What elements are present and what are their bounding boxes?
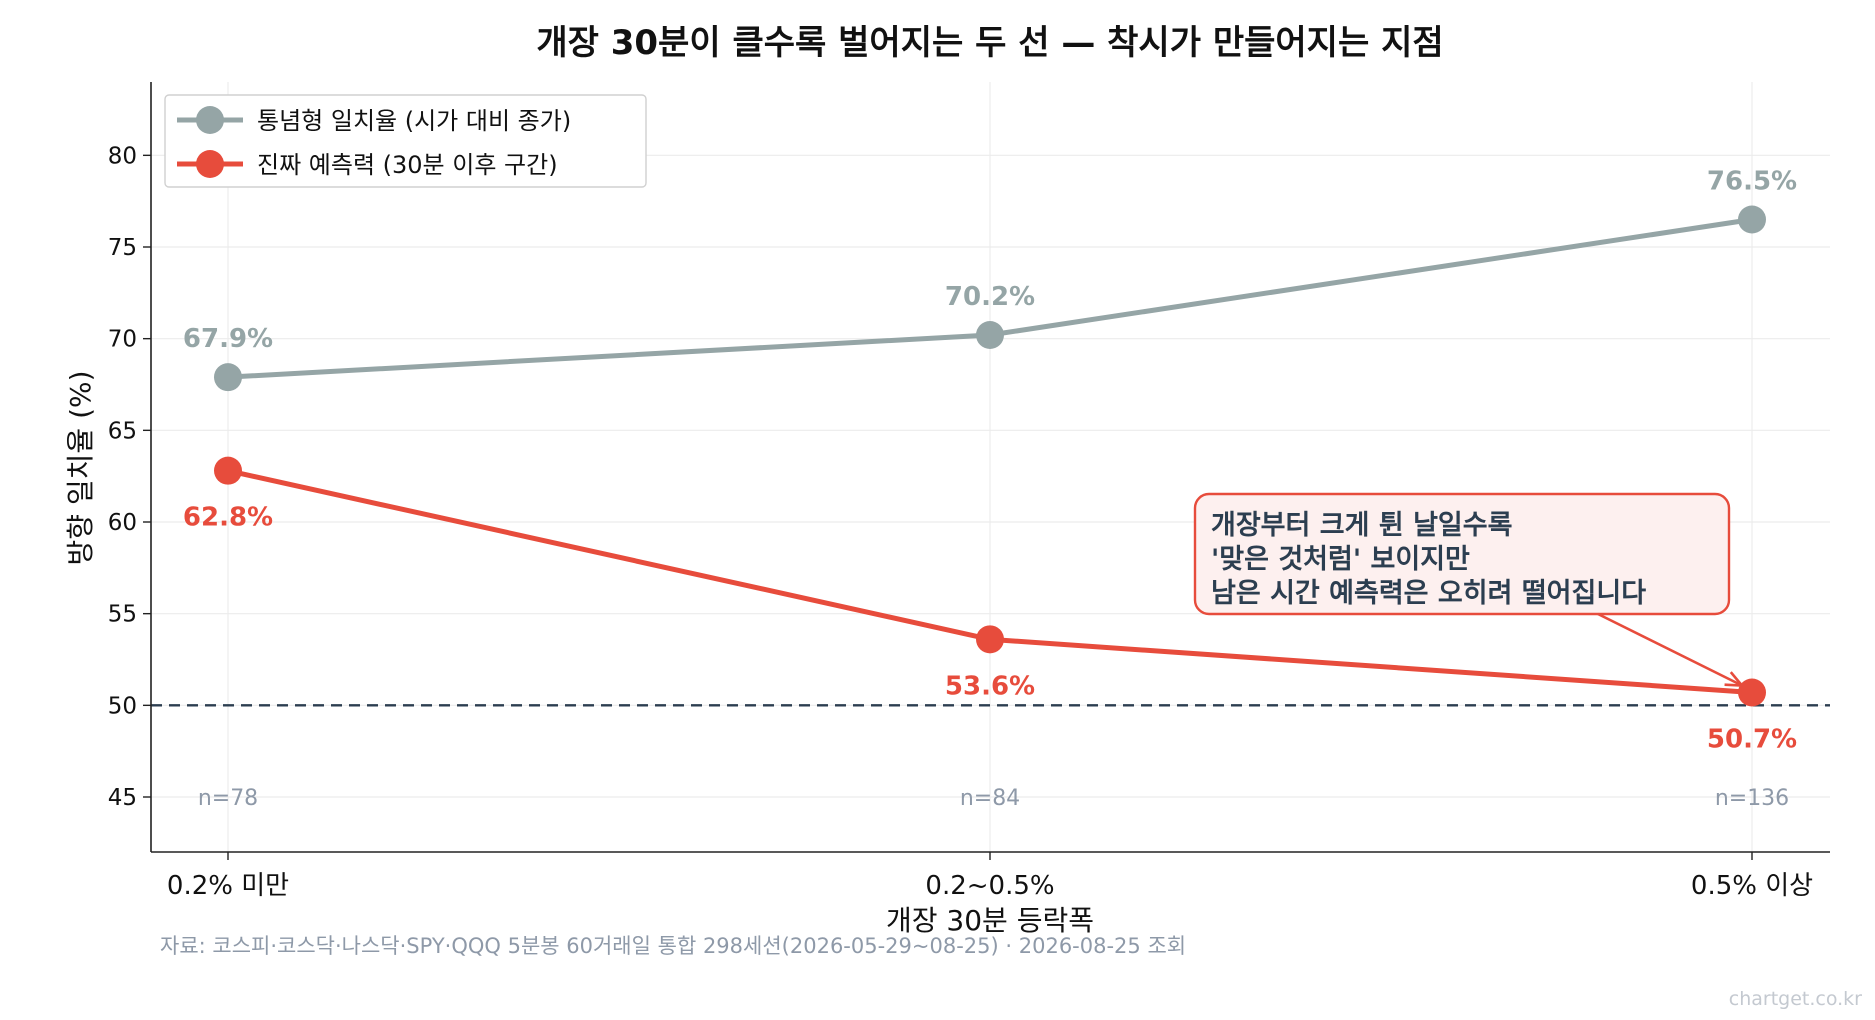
sample-size-label: n=136 [1715, 786, 1789, 811]
legend-swatch-marker [196, 150, 224, 178]
annotation-text-line: 남은 시간 예측력은 오히려 떨어집니다 [1211, 578, 1646, 609]
series-1-point [976, 321, 1004, 349]
x-tick-label: 0.5% 이상 [1691, 871, 1813, 901]
y-tick-label: 50 [108, 693, 137, 719]
legend-label-2: 진짜 예측력 (30분 이후 구간) [257, 151, 558, 179]
data-label: 62.8% [183, 503, 273, 533]
series-2-point [976, 625, 1004, 654]
series-group [214, 205, 1766, 707]
annotation-text-line: '맞은 것처럼' 보이지만 [1211, 544, 1470, 575]
grid [151, 82, 1830, 852]
data-label: 50.7% [1707, 725, 1797, 755]
sample-size-label: n=84 [960, 786, 1020, 811]
y-tick-label: 75 [108, 235, 137, 261]
legend-box [164, 94, 647, 188]
legend: 통념형 일치율 (시가 대비 종가) 진짜 예측력 (30분 이후 구간) [164, 94, 647, 188]
axes: 45 50 55 60 65 70 75 80 0.2% 미만 0.2~0.5% 0.5% 이상 [108, 82, 1830, 901]
y-tick-label: 55 [108, 602, 137, 628]
y-axis-label: 방향 일치율 (%) [64, 370, 97, 565]
series-2-point [214, 456, 242, 485]
x-axis-label: 개장 30분 등락폭 [886, 904, 1094, 937]
annotation-arrow [1597, 612, 1743, 687]
x-tick-label: 0.2~0.5% [925, 871, 1054, 901]
series-2-point [1738, 678, 1766, 707]
y-tick-label: 80 [108, 143, 137, 169]
legend-swatch-marker [196, 106, 224, 134]
y-tick-label: 65 [108, 418, 137, 444]
sample-size-labels: n=78 n=84 n=136 [198, 786, 1789, 811]
data-labels: 67.9% 70.2% 76.5% 62.8% 53.6% 50.7% [183, 167, 1797, 755]
legend-label-1: 통념형 일치율 (시가 대비 종가) [257, 107, 571, 135]
sample-size-label: n=78 [198, 786, 258, 811]
data-label: 70.2% [945, 282, 1035, 312]
series-1-point [1738, 205, 1766, 234]
annotation-text-line: 개장부터 크게 튄 날일수록 [1211, 510, 1512, 541]
series-1-point [214, 363, 242, 392]
x-tick-label: 0.2% 미만 [167, 871, 289, 901]
y-tick-label: 60 [108, 510, 137, 536]
data-label: 76.5% [1707, 167, 1797, 197]
watermark: chartget.co.kr [1729, 988, 1862, 1010]
data-label: 53.6% [945, 671, 1035, 701]
chart-title: 개장 30분이 클수록 벌어지는 두 선 — 착시가 만들어지는 지점 [536, 23, 1443, 63]
annotation-box [1193, 492, 1731, 616]
y-tick-label: 45 [108, 785, 137, 811]
data-label: 67.9% [183, 324, 273, 354]
annotation-arrowhead [1724, 671, 1745, 687]
source-note: 자료: 코스피·코스닥·나스닥·SPY·QQQ 5분봉 60거래일 통합 298… [160, 934, 1186, 958]
y-tick-label: 70 [108, 327, 137, 353]
